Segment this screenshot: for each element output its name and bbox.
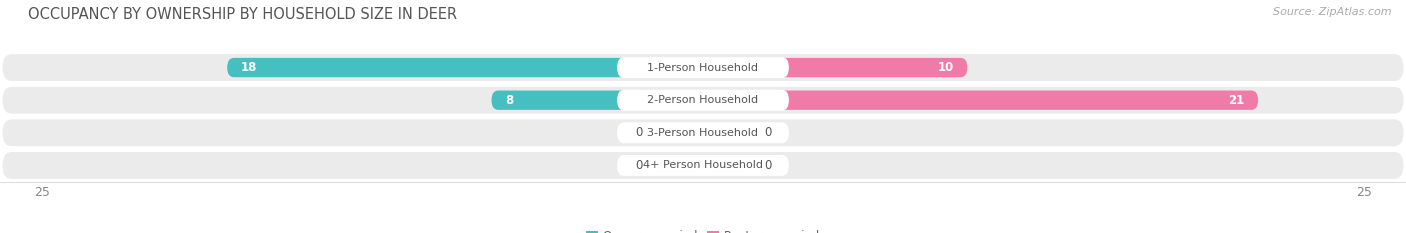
Text: 18: 18: [240, 61, 257, 74]
FancyBboxPatch shape: [3, 119, 1403, 146]
FancyBboxPatch shape: [3, 87, 1403, 114]
Text: 0: 0: [763, 159, 770, 172]
FancyBboxPatch shape: [228, 58, 703, 77]
Text: 0: 0: [763, 126, 770, 139]
Text: 3-Person Household: 3-Person Household: [648, 128, 758, 138]
FancyBboxPatch shape: [3, 152, 1403, 179]
FancyBboxPatch shape: [703, 90, 1258, 110]
FancyBboxPatch shape: [703, 58, 967, 77]
FancyBboxPatch shape: [617, 90, 789, 111]
FancyBboxPatch shape: [3, 54, 1403, 81]
Text: 8: 8: [505, 94, 513, 107]
Text: 2-Person Household: 2-Person Household: [647, 95, 759, 105]
Legend: Owner-occupied, Renter-occupied: Owner-occupied, Renter-occupied: [581, 225, 825, 233]
FancyBboxPatch shape: [617, 57, 789, 78]
Text: 21: 21: [1229, 94, 1244, 107]
FancyBboxPatch shape: [703, 156, 756, 175]
FancyBboxPatch shape: [650, 156, 703, 175]
FancyBboxPatch shape: [492, 90, 703, 110]
Text: 0: 0: [636, 159, 643, 172]
FancyBboxPatch shape: [617, 155, 789, 176]
FancyBboxPatch shape: [650, 123, 703, 143]
Text: 0: 0: [636, 126, 643, 139]
Text: 4+ Person Household: 4+ Person Household: [643, 161, 763, 170]
Text: Source: ZipAtlas.com: Source: ZipAtlas.com: [1274, 7, 1392, 17]
Text: OCCUPANCY BY OWNERSHIP BY HOUSEHOLD SIZE IN DEER: OCCUPANCY BY OWNERSHIP BY HOUSEHOLD SIZE…: [28, 7, 457, 22]
FancyBboxPatch shape: [617, 122, 789, 143]
Text: 10: 10: [938, 61, 955, 74]
Text: 1-Person Household: 1-Person Household: [648, 63, 758, 72]
FancyBboxPatch shape: [703, 123, 756, 143]
